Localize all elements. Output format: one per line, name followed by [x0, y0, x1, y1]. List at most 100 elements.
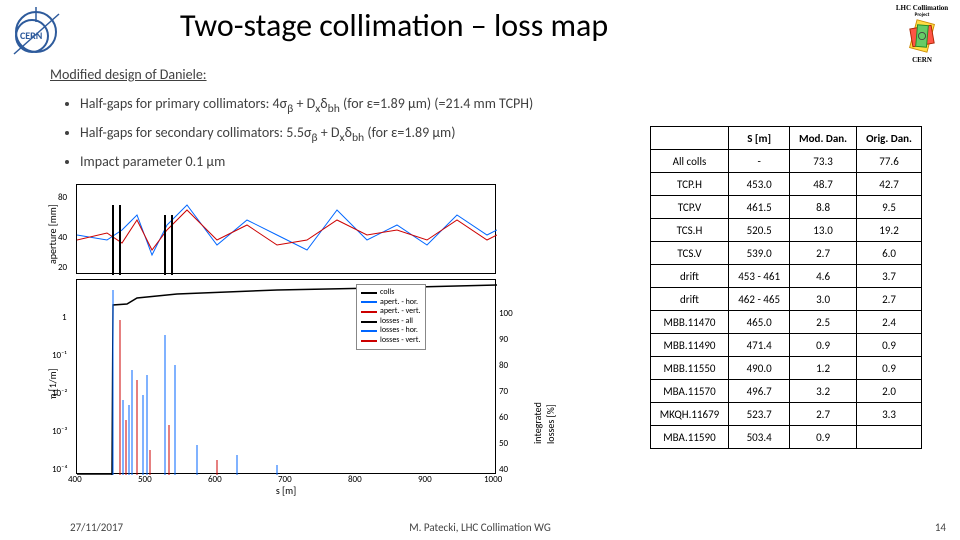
table-cell: MBA.11590	[650, 426, 729, 449]
table-row: MKQH.11679523.72.73.3	[650, 403, 921, 426]
table-cell: 453.0	[729, 173, 790, 196]
footer-page: 14	[935, 521, 946, 534]
table-cell: 42.7	[857, 173, 922, 196]
table-cell: 3.0	[790, 288, 857, 311]
aperture-ytick: 40	[58, 232, 67, 243]
page-title: Two-stage collimation – loss map	[180, 6, 608, 45]
table-cell: 1.2	[790, 357, 857, 380]
table-row: drift453 - 4614.63.7	[650, 265, 921, 288]
table-cell: 453 - 461	[729, 265, 790, 288]
table-row: TCP.H453.048.742.7	[650, 173, 921, 196]
bullet-1: Half-gaps for primary collimators: 4σβ +…	[80, 91, 533, 120]
table-cell: 0.9	[857, 357, 922, 380]
table-cell: 3.3	[857, 403, 922, 426]
table-row: TCP.V461.58.89.5	[650, 196, 921, 219]
s-xtick: 400	[68, 474, 82, 485]
cern-logo: CERN	[4, 4, 64, 64]
cern-text: CERN	[20, 29, 42, 42]
table-cell: MBA.11570	[650, 380, 729, 403]
s-xtick: 1000	[484, 474, 502, 485]
table-cell: 3.7	[857, 265, 922, 288]
aperture-ytick: 20	[58, 262, 67, 273]
table-row: MBA.11570496.73.22.0	[650, 380, 921, 403]
int-ytick: 50	[499, 438, 508, 449]
footer-author: M. Patecki, LHC Collimation WG	[0, 521, 960, 534]
table-cell: drift	[650, 265, 729, 288]
collimator-table: S [m] Mod. Dan. Orig. Dan. All colls-73.…	[650, 126, 922, 449]
loss-map-chart: aperture [mm] 20 40 80	[36, 184, 536, 504]
eta-ytick: 1	[62, 312, 67, 323]
s-xtick: 500	[138, 474, 152, 485]
body-heading: Modified design of Daniele:	[50, 62, 533, 87]
int-ytick: 100	[499, 308, 513, 319]
table-cell: 503.4	[729, 426, 790, 449]
table-row: All colls-73.377.6	[650, 150, 921, 173]
losses-plot	[76, 279, 496, 474]
bullet-3: Impact parameter 0.1 μm	[80, 149, 533, 174]
lhc-footer: CERN	[892, 56, 952, 64]
table-cell: MBB.11470	[650, 311, 729, 334]
table-cell: 8.8	[790, 196, 857, 219]
lhc-title: LHC Collimation	[892, 4, 952, 12]
table-row: MBB.11470465.02.52.4	[650, 311, 921, 334]
table-cell: 0.9	[857, 334, 922, 357]
table-cell: 2.7	[790, 403, 857, 426]
table-cell: MBB.11490	[650, 334, 729, 357]
s-xtick: 700	[278, 474, 292, 485]
table-cell: 465.0	[729, 311, 790, 334]
lhc-collimation-logo: LHC Collimation Project CERN	[892, 4, 952, 64]
table-cell: 2.7	[790, 242, 857, 265]
table-cell: MKQH.11679	[650, 403, 729, 426]
body-text: Modified design of Daniele: Half-gaps fo…	[50, 62, 533, 174]
eta-ytick: 10⁻³	[52, 426, 67, 437]
table-cell: 520.5	[729, 219, 790, 242]
eta-ytick: 10⁻²	[52, 388, 67, 399]
eta-ytick: 10⁻¹	[52, 350, 67, 361]
s-xtick: 900	[418, 474, 432, 485]
table-cell: 2.0	[857, 380, 922, 403]
int-ytick: 70	[499, 386, 508, 397]
right-axis-line	[495, 279, 496, 474]
table-cell: 13.0	[790, 219, 857, 242]
table-cell: 77.6	[857, 150, 922, 173]
table-cell: MBB.11550	[650, 357, 729, 380]
table-row: MBB.11550490.01.20.9	[650, 357, 921, 380]
table-cell: TCP.V	[650, 196, 729, 219]
int-ytick: 90	[499, 334, 508, 345]
table-header-row: S [m] Mod. Dan. Orig. Dan.	[650, 127, 921, 150]
table-cell: 0.9	[790, 426, 857, 449]
eta-ytick: 10⁻⁴	[52, 464, 68, 475]
table-row: TCS.H520.513.019.2	[650, 219, 921, 242]
bullet-2: Half-gaps for secondary collimators: 5.5…	[80, 120, 533, 149]
int-losses-ylabel: integrated losses [%]	[531, 402, 557, 444]
aperture-plot	[76, 184, 496, 274]
table-row: MBA.11590503.40.9	[650, 426, 921, 449]
table-cell: -	[729, 150, 790, 173]
table-cell: TCP.H	[650, 173, 729, 196]
aperture-ytick: 80	[58, 192, 67, 203]
table-cell: 73.3	[790, 150, 857, 173]
table-cell: 19.2	[857, 219, 922, 242]
table-row: drift462 - 4653.02.7	[650, 288, 921, 311]
table-cell: 496.7	[729, 380, 790, 403]
table-cell: 3.2	[790, 380, 857, 403]
table-cell: 523.7	[729, 403, 790, 426]
chart-legend: colls apert. - hor. apert. - vert. losse…	[356, 284, 426, 350]
table-cell: 48.7	[790, 173, 857, 196]
table-cell: 6.0	[857, 242, 922, 265]
table-cell: TCS.H	[650, 219, 729, 242]
table-header	[650, 127, 729, 150]
table-cell: 490.0	[729, 357, 790, 380]
s-xlabel: s [m]	[76, 484, 496, 497]
table-cell: 9.5	[857, 196, 922, 219]
table-header: S [m]	[729, 127, 790, 150]
table-cell: 2.7	[857, 288, 922, 311]
table-row: TCS.V539.02.76.0	[650, 242, 921, 265]
int-ytick: 80	[499, 360, 508, 371]
s-xtick: 800	[348, 474, 362, 485]
legend-item: losses - vert.	[361, 336, 421, 346]
table-header: Mod. Dan.	[790, 127, 857, 150]
table-row: MBB.11490471.40.90.9	[650, 334, 921, 357]
table-header: Orig. Dan.	[857, 127, 922, 150]
table-cell: TCS.V	[650, 242, 729, 265]
